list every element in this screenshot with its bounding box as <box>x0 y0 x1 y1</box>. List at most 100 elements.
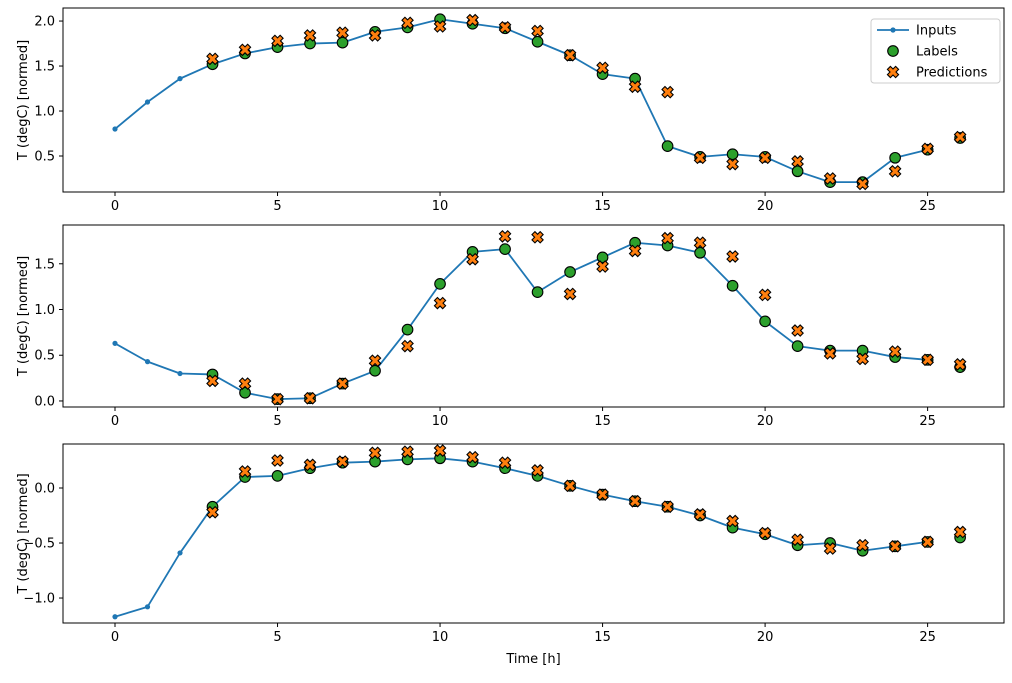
prediction-x-marker <box>206 374 219 388</box>
prediction-x-marker <box>433 296 447 310</box>
x-tick-label: 10 <box>432 630 449 645</box>
prediction-x-marker <box>238 465 252 478</box>
legend-entry-label: Labels <box>916 45 958 60</box>
prediction-x-marker <box>303 391 317 405</box>
prediction-x-marker <box>401 445 414 459</box>
prediction-x-marker <box>466 13 479 27</box>
prediction-x-marker <box>888 345 902 358</box>
x-tick-label: 15 <box>594 199 611 214</box>
x-tick-label: 20 <box>757 414 774 429</box>
prediction-x-marker <box>921 535 934 549</box>
legend-entry-predictions: Predictions <box>886 66 988 81</box>
prediction-x-marker <box>726 250 739 263</box>
prediction-x-marker <box>823 542 837 555</box>
legend-entry-inputs: Inputs <box>877 24 957 39</box>
label-circle-marker <box>434 278 446 290</box>
prediction-x-marker <box>563 287 577 301</box>
inputs-dot-marker <box>177 76 183 82</box>
axes-frame <box>62 443 1005 624</box>
prediction-x-marker <box>693 151 707 165</box>
prediction-x-marker <box>628 80 642 94</box>
prediction-x-marker <box>336 377 349 390</box>
prediction-x-marker <box>563 479 577 493</box>
y-tick-label: 1.0 <box>34 105 55 120</box>
prediction-x-marker <box>953 525 967 539</box>
legend-entry-label: Predictions <box>916 66 988 81</box>
label-circle-marker <box>726 148 739 161</box>
y-tick-label: 0.0 <box>34 394 55 409</box>
legend-entry-labels: Labels <box>887 45 958 60</box>
label-circle-marker <box>336 36 349 49</box>
prediction-x-marker <box>596 260 609 273</box>
prediction-x-marker <box>466 252 479 266</box>
label-circle-marker <box>239 386 251 399</box>
inputs-dot-marker <box>112 614 118 620</box>
y-tick-label: −0.5 <box>23 537 55 552</box>
label-circle-marker <box>499 243 511 255</box>
prediction-x-marker <box>856 352 869 366</box>
label-circle-marker <box>369 364 381 377</box>
prediction-x-marker <box>336 26 349 40</box>
inputs-dot-marker <box>177 550 183 556</box>
prediction-x-marker <box>238 43 252 57</box>
prediction-x-marker <box>368 29 382 42</box>
prediction-x-marker <box>888 164 902 178</box>
subplot-1: 0 5 10 15 20 25 0.5 1.0 1.5 2.0T (degC) [normed] I… <box>16 7 1005 214</box>
prediction-x-marker <box>661 85 674 99</box>
prediction-x-marker <box>433 20 447 33</box>
prediction-x-marker <box>531 230 544 244</box>
prediction-x-marker <box>823 347 837 360</box>
prediction-x-marker <box>433 444 447 457</box>
y-tick-label: 1.5 <box>34 257 55 272</box>
y-tick-label: 0.5 <box>34 150 55 165</box>
prediction-x-marker <box>823 172 837 185</box>
prediction-x-marker <box>531 464 544 477</box>
prediction-x-marker <box>206 52 219 66</box>
prediction-x-marker <box>628 244 642 258</box>
label-circle-marker <box>661 140 674 152</box>
y-axis-label: T (degC) [normed] <box>16 473 31 594</box>
prediction-x-marker <box>368 446 382 460</box>
prediction-x-marker <box>596 61 609 75</box>
prediction-x-marker <box>791 324 804 337</box>
inputs-dot-marker <box>112 126 118 132</box>
axes-frame <box>62 224 1005 408</box>
label-circle-marker <box>401 323 414 336</box>
prediction-x-marker <box>271 392 284 406</box>
prediction-x-marker <box>726 157 739 171</box>
inputs-dot-marker <box>144 359 151 365</box>
prediction-x-marker <box>498 229 512 243</box>
prediction-x-marker <box>856 177 869 191</box>
prediction-x-marker <box>953 130 967 144</box>
x-tick-label: 25 <box>919 630 936 645</box>
x-tick-label: 5 <box>273 414 281 429</box>
prediction-x-marker <box>921 142 934 156</box>
label-circle-marker <box>889 151 901 164</box>
x-tick-label: 0 <box>111 630 119 645</box>
prediction-x-marker <box>466 450 479 464</box>
x-tick-label: 25 <box>919 199 936 214</box>
legend-labels-circle-sample <box>887 45 899 57</box>
inputs-dot-marker <box>144 604 151 610</box>
prediction-x-marker <box>336 455 349 468</box>
prediction-x-marker <box>271 454 284 467</box>
label-circle-marker <box>531 286 544 298</box>
y-tick-label: 1.5 <box>34 60 55 75</box>
legend-box <box>870 18 1001 84</box>
y-tick-label: 1.0 <box>34 303 55 318</box>
prediction-x-marker <box>693 508 707 521</box>
prediction-x-marker <box>921 353 934 367</box>
prediction-x-marker <box>206 505 219 519</box>
subplot-3: 0 5 10 15 20 25 0.0 −0.5 −1.0T (degC) [normed] Ti… <box>16 443 1005 667</box>
x-tick-label: 10 <box>432 199 449 214</box>
prediction-x-marker <box>953 358 967 371</box>
prediction-x-marker <box>888 539 902 553</box>
prediction-x-marker <box>401 339 414 353</box>
prediction-x-marker <box>498 20 512 34</box>
legend-entry-label: Inputs <box>916 24 957 39</box>
label-circle-marker <box>564 266 576 278</box>
prediction-x-marker <box>563 48 577 62</box>
prediction-x-marker <box>303 29 317 42</box>
